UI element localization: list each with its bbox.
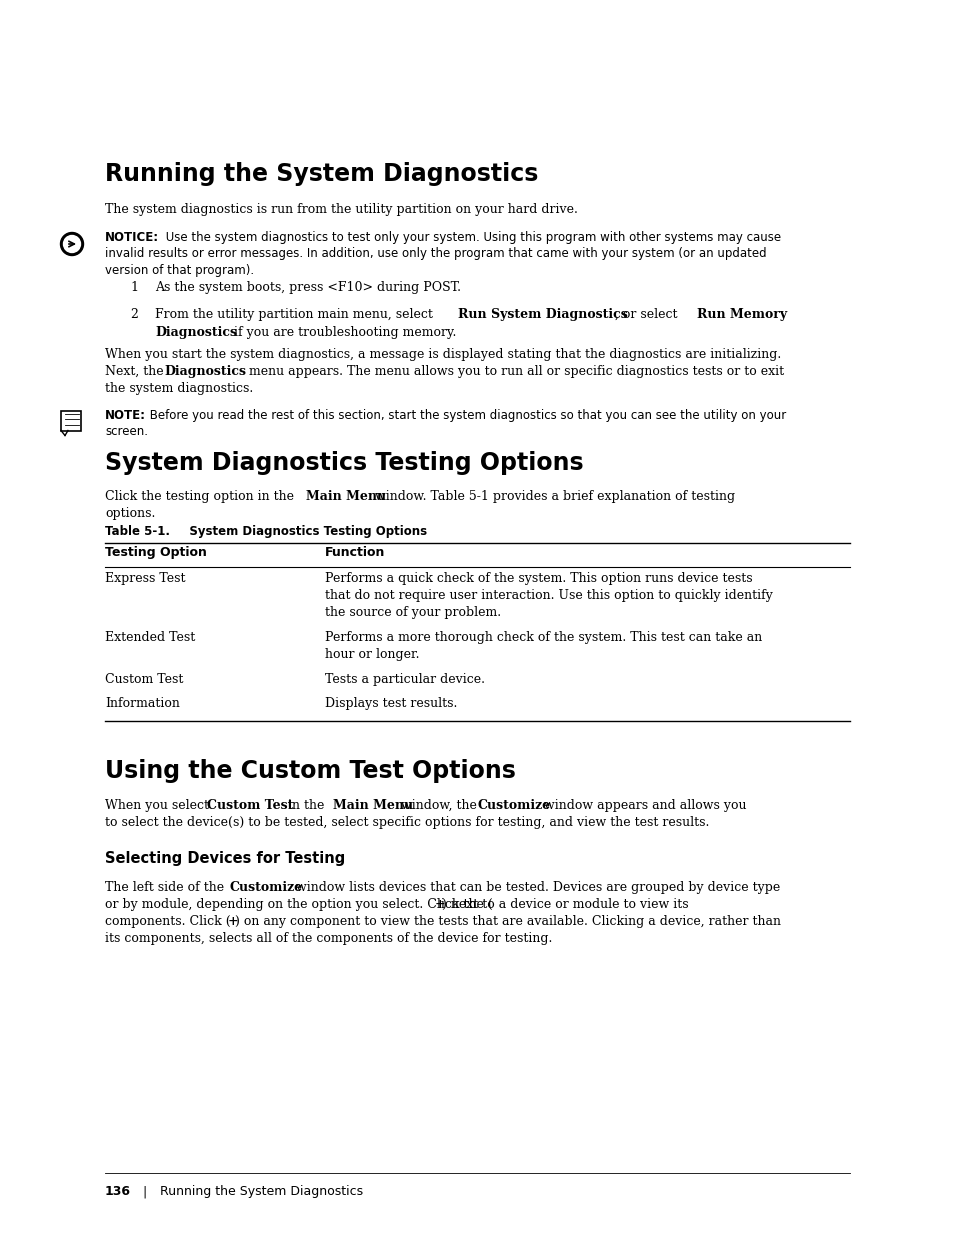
Text: Tests a particular device.: Tests a particular device.	[325, 673, 484, 685]
Text: Customize: Customize	[229, 881, 302, 894]
Text: options.: options.	[105, 508, 155, 520]
Text: Performs a more thorough check of the system. This test can take an: Performs a more thorough check of the sy…	[325, 631, 761, 643]
Text: 2: 2	[130, 308, 138, 321]
Text: Testing Option: Testing Option	[105, 546, 207, 559]
Text: the system diagnostics.: the system diagnostics.	[105, 382, 253, 395]
Text: As the system boots, press <F10> during POST.: As the system boots, press <F10> during …	[154, 282, 460, 294]
Text: When you start the system diagnostics, a message is displayed stating that the d: When you start the system diagnostics, a…	[105, 348, 781, 361]
Text: components. Click (: components. Click (	[105, 915, 231, 927]
Text: Diagnostics: Diagnostics	[164, 366, 246, 378]
Text: Information: Information	[105, 697, 180, 710]
Text: that do not require user interaction. Use this option to quickly identify: that do not require user interaction. Us…	[325, 589, 772, 601]
Text: ) next to a device or module to view its: ) next to a device or module to view its	[441, 898, 688, 911]
Text: Next, the: Next, the	[105, 366, 168, 378]
Text: Running the System Diagnostics: Running the System Diagnostics	[160, 1186, 363, 1198]
Text: NOTICE:: NOTICE:	[105, 231, 159, 245]
Text: Diagnostics: Diagnostics	[154, 326, 236, 338]
Text: menu appears. The menu allows you to run all or specific diagnostics tests or to: menu appears. The menu allows you to run…	[244, 366, 782, 378]
Text: Use the system diagnostics to test only your system. Using this program with oth: Use the system diagnostics to test only …	[162, 231, 781, 245]
Bar	[61, 410, 81, 431]
Text: or by module, depending on the option you select. Click the (: or by module, depending on the option yo…	[105, 898, 493, 911]
Text: screen.: screen.	[105, 426, 148, 438]
Text: window appears and allows you: window appears and allows you	[539, 799, 745, 811]
Text: +: +	[435, 898, 445, 911]
Text: The system diagnostics is run from the utility partition on your hard drive.: The system diagnostics is run from the u…	[105, 203, 578, 216]
Circle shape	[60, 232, 84, 256]
Text: Click the testing option in the: Click the testing option in the	[105, 490, 297, 503]
Text: Displays test results.: Displays test results.	[325, 697, 456, 710]
Text: Main Menu: Main Menu	[333, 799, 413, 811]
Text: the source of your problem.: the source of your problem.	[325, 606, 500, 619]
Text: Using the Custom Test Options: Using the Custom Test Options	[105, 760, 516, 783]
Text: Customize: Customize	[477, 799, 551, 811]
Text: Express Test: Express Test	[105, 572, 185, 585]
Text: System Diagnostics Testing Options: System Diagnostics Testing Options	[105, 451, 583, 475]
Text: +: +	[228, 915, 238, 927]
Text: Running the System Diagnostics: Running the System Diagnostics	[105, 162, 537, 186]
Text: 1: 1	[130, 282, 138, 294]
Text: hour or longer.: hour or longer.	[325, 648, 419, 661]
Text: Main Menu: Main Menu	[306, 490, 386, 503]
Text: its components, selects all of the components of the device for testing.: its components, selects all of the compo…	[105, 932, 552, 945]
Text: Custom Test: Custom Test	[207, 799, 294, 811]
Text: window lists devices that can be tested. Devices are grouped by device type: window lists devices that can be tested.…	[292, 881, 780, 894]
Circle shape	[64, 236, 80, 252]
Text: Performs a quick check of the system. This option runs device tests: Performs a quick check of the system. Th…	[325, 572, 752, 585]
Text: Extended Test: Extended Test	[105, 631, 195, 643]
Text: System Diagnostics Testing Options: System Diagnostics Testing Options	[177, 525, 427, 538]
Text: Custom Test: Custom Test	[105, 673, 183, 685]
Text: version of that program).: version of that program).	[105, 264, 253, 277]
Text: 136: 136	[105, 1186, 131, 1198]
Text: |: |	[142, 1186, 146, 1198]
Text: Function: Function	[325, 546, 385, 559]
Text: , or select: , or select	[615, 308, 680, 321]
Text: The left side of the: The left side of the	[105, 881, 228, 894]
Text: Table 5-1.: Table 5-1.	[105, 525, 170, 538]
Text: invalid results or error messages. In addition, use only the program that came w: invalid results or error messages. In ad…	[105, 247, 766, 261]
Text: Run System Diagnostics: Run System Diagnostics	[457, 308, 627, 321]
Text: in the: in the	[284, 799, 328, 811]
Text: to select the device(s) to be tested, select specific options for testing, and v: to select the device(s) to be tested, se…	[105, 816, 709, 829]
Text: window. Table 5-1 provides a brief explanation of testing: window. Table 5-1 provides a brief expla…	[371, 490, 735, 503]
Text: Before you read the rest of this section, start the system diagnostics so that y: Before you read the rest of this section…	[146, 409, 785, 422]
Text: Run Memory: Run Memory	[697, 308, 786, 321]
Text: ) on any component to view the tests that are available. Clicking a device, rath: ) on any component to view the tests tha…	[234, 915, 781, 927]
Text: NOTE:: NOTE:	[105, 409, 146, 422]
Text: if you are troubleshooting memory.: if you are troubleshooting memory.	[230, 326, 456, 338]
Text: Selecting Devices for Testing: Selecting Devices for Testing	[105, 851, 345, 866]
Text: When you select: When you select	[105, 799, 213, 811]
Text: window, the: window, the	[396, 799, 480, 811]
Text: From the utility partition main menu, select: From the utility partition main menu, se…	[154, 308, 436, 321]
